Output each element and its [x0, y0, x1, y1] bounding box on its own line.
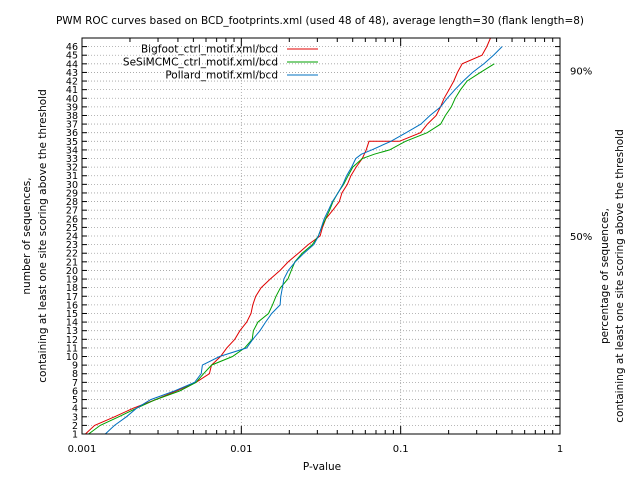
y-tick-label: 9 [72, 361, 78, 372]
y-tick-label: 19 [66, 275, 78, 286]
y-axis-label-line2: containing at least one site scoring abo… [37, 89, 49, 382]
x-tick-label: 0.01 [230, 444, 252, 455]
y-tick-label: 44 [66, 59, 78, 70]
y2-tick-label: 90% [570, 67, 592, 78]
y-tick-label: 35 [66, 137, 78, 148]
y-tick-label: 38 [66, 111, 78, 122]
y-tick-label: 46 [66, 42, 78, 53]
y-tick-label: 8 [72, 369, 78, 380]
y-tick-label: 5 [72, 395, 78, 406]
y-tick-label: 4 [72, 404, 78, 415]
y-tick-label: 12 [66, 335, 78, 346]
y-tick-label: 21 [66, 257, 78, 268]
y-tick-label: 37 [66, 120, 78, 131]
y-tick-label: 13 [66, 326, 78, 337]
y-tick-label: 40 [66, 94, 78, 105]
y-tick-label: 36 [66, 128, 78, 139]
series-layer [82, 37, 503, 435]
y-tick-label: 18 [66, 283, 78, 294]
y-tick-label: 33 [66, 154, 78, 165]
y-tick-label: 32 [66, 163, 78, 174]
x-tick-label: 0.001 [68, 444, 97, 455]
series-line-3 [82, 46, 503, 435]
y-tick-label: 34 [66, 145, 78, 156]
y-tick-label: 30 [66, 180, 78, 191]
series-line-2 [82, 63, 495, 435]
y-tick-label: 17 [66, 292, 78, 303]
y2-axis-label-line1: percentage of sequences, [599, 208, 611, 344]
y-tick-label: 41 [66, 85, 78, 96]
y2-axis-label-line2: containing at least one site scoring abo… [614, 129, 626, 422]
grid-lines [81, 38, 561, 435]
legend-label: Bigfoot_ctrl_motif.xml/bcd [141, 44, 278, 56]
x-tick-labels: 0.001 0.01 0.1 1 [68, 444, 564, 455]
y-tick-label: 29 [66, 188, 78, 199]
y-tick-label: 22 [66, 249, 78, 260]
y-tick-label: 15 [66, 309, 78, 320]
y2-tick-labels: 50% 90% [570, 67, 592, 243]
x-axis-label: P-value [303, 461, 341, 473]
y-tick-label: 11 [66, 343, 78, 354]
y-tick-label: 39 [66, 102, 78, 113]
y-tick-label: 25 [66, 223, 78, 234]
y-tick-label: 1 [72, 430, 78, 441]
legend: Bigfoot_ctrl_motif.xml/bcdSeSiMCMC_ctrl_… [123, 44, 318, 82]
plot-frame [81, 37, 561, 435]
y-tick-label: 24 [66, 232, 78, 243]
y-tick-label: 7 [72, 378, 78, 389]
y-tick-label: 2 [72, 421, 78, 432]
x-tick-label: 1 [557, 444, 563, 455]
y-tick-label: 20 [66, 266, 78, 277]
y-tick-label: 42 [66, 77, 78, 88]
legend-label: SeSiMCMC_ctrl_motif.xml/bcd [123, 57, 278, 69]
y2-tick-label: 50% [570, 232, 592, 243]
y-tick-label: 28 [66, 197, 78, 208]
y-tick-label: 3 [72, 412, 78, 423]
y-tick-label: 16 [66, 300, 78, 311]
y-tick-label: 23 [66, 240, 78, 251]
y-axis-label-line1: number of sequences, [21, 177, 33, 294]
y-tick-label: 26 [66, 214, 78, 225]
chart-title: PWM ROC curves based on BCD_footprints.x… [56, 15, 584, 27]
y-tick-label: 6 [72, 386, 78, 397]
y-tick-label: 27 [66, 206, 78, 217]
y-tick-label: 10 [66, 352, 78, 363]
y-tick-label: 43 [66, 68, 78, 79]
x-tick-label: 0.1 [393, 444, 409, 455]
y-tick-label: 14 [66, 318, 78, 329]
legend-label: Pollard_motif.xml/bcd [165, 70, 278, 82]
y-tick-labels: 1234567891011121314151617181920212223242… [66, 42, 78, 440]
y-tick-label: 45 [66, 51, 78, 62]
y-tick-label: 31 [66, 171, 78, 182]
